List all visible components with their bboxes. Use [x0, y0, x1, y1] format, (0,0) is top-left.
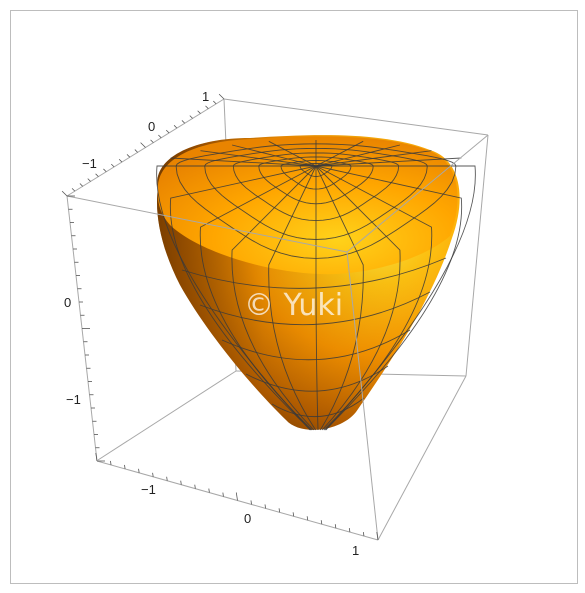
mesh-band — [199, 291, 431, 326]
tick-mark — [103, 168, 107, 173]
tick-mark — [95, 173, 99, 177]
tick-mark — [197, 110, 201, 114]
mesh-meridian — [315, 165, 433, 431]
back-axis-tick-1: 1 — [202, 89, 209, 104]
tick-mark — [235, 492, 238, 501]
surface-body — [156, 135, 476, 431]
tick-mark — [213, 100, 217, 105]
mesh-meridian — [200, 150, 317, 167]
mesh-meridian — [315, 140, 364, 167]
tick-mark — [166, 476, 168, 481]
vertical-axis-labels: 0 −1 — [64, 295, 81, 407]
mesh-meridian — [315, 157, 462, 167]
tick-mark — [158, 134, 162, 139]
tick-mark — [181, 120, 186, 124]
tick-mark — [165, 129, 170, 134]
front-axis-tick-minus1: −1 — [141, 482, 156, 497]
mesh-meridian — [268, 140, 317, 167]
mesh-meridian — [231, 144, 317, 167]
tick-mark — [306, 516, 309, 521]
mesh-band — [245, 365, 389, 392]
tick-mark — [111, 163, 115, 168]
tick-mark — [124, 464, 126, 469]
tick-mark — [194, 484, 196, 489]
mesh-meridian — [170, 157, 317, 167]
tick-mark — [189, 115, 193, 119]
tick-mark — [126, 154, 131, 158]
tick-mark — [138, 468, 140, 473]
mesh-meridian — [268, 165, 317, 431]
back-axis-labels: 1 0 −1 — [82, 89, 209, 171]
back-axis-tick-0: 0 — [148, 119, 155, 134]
tick-mark — [222, 492, 224, 497]
mesh-meridian — [315, 165, 401, 431]
mesh-meridian — [315, 165, 364, 431]
tick-mark — [376, 531, 379, 541]
tick-mark — [87, 178, 91, 182]
mesh-meridian — [315, 150, 432, 167]
front-axis-labels: −1 0 1 — [141, 482, 359, 558]
tick-mark — [208, 488, 210, 493]
tick-mark — [79, 183, 83, 187]
tick-mark — [264, 504, 266, 509]
vertical-axis-tick-minus1: −1 — [66, 392, 81, 407]
tick-mark — [152, 472, 154, 477]
tick-mark — [110, 460, 112, 466]
tick-mark — [71, 188, 76, 192]
tick-mark — [278, 508, 281, 513]
mesh-meridian — [315, 144, 401, 167]
tick-mark — [250, 500, 252, 505]
tick-mark — [61, 190, 68, 197]
tick-mark — [95, 452, 98, 462]
tick-mark — [218, 93, 225, 100]
tick-mark — [140, 142, 146, 148]
tick-mark — [118, 158, 123, 163]
mesh-meridian — [315, 166, 319, 431]
tick-mark — [180, 480, 182, 485]
tick-mark — [320, 520, 323, 525]
vertical-axis-tick-0: 0 — [64, 295, 71, 310]
front-axis-tick-0: 0 — [244, 511, 251, 526]
tick-mark — [205, 105, 209, 109]
mesh-band — [271, 397, 365, 418]
mesh-meridian — [231, 165, 317, 431]
tick-mark — [362, 531, 365, 537]
tick-mark — [348, 528, 351, 533]
mesh-band — [221, 329, 411, 361]
mesh-band — [181, 257, 447, 289]
tick-mark — [173, 125, 178, 129]
surface-mesh — [156, 140, 476, 431]
watermark-text: © Yuki — [244, 288, 343, 323]
tick-mark — [134, 149, 138, 153]
axis-ticks — [61, 93, 379, 541]
mesh-meridian — [169, 165, 317, 431]
tick-mark — [292, 512, 295, 517]
tick-mark — [334, 524, 337, 529]
front-axis-tick-1: 1 — [352, 543, 359, 558]
tick-mark — [150, 139, 154, 143]
back-axis-tick-minus1: −1 — [82, 156, 97, 171]
